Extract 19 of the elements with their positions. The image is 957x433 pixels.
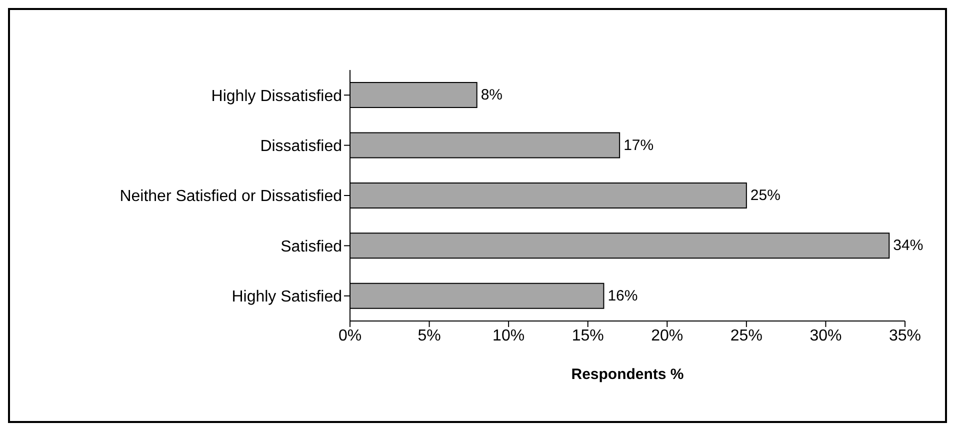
y-tick-label: Dissatisfied <box>260 138 342 155</box>
x-tick-label: 5% <box>418 327 441 344</box>
x-tick-label: 20% <box>651 327 684 344</box>
data-label: 34% <box>893 237 924 254</box>
data-label: 16% <box>608 287 638 304</box>
y-tick-label: Neither Satisfied or Dissatisfied <box>120 188 342 206</box>
x-tick-label: 30% <box>810 327 842 344</box>
x-tick-label: 0% <box>338 327 362 344</box>
y-tick-label: Highly Satisfied <box>232 288 342 306</box>
y-tick-label: Highly Dissatisfied <box>211 88 342 105</box>
y-tick-label: Satisfied <box>280 238 342 256</box>
x-tick-label: 35% <box>888 327 922 344</box>
x-axis-title: Respondents % <box>571 366 684 383</box>
x-tick-label: 15% <box>572 327 604 344</box>
data-label: 17% <box>624 136 654 154</box>
data-label: 25% <box>750 186 780 204</box>
x-tick-label: 25% <box>730 327 762 344</box>
data-label: 8% <box>480 86 503 104</box>
x-tick-label: 10% <box>492 327 525 344</box>
